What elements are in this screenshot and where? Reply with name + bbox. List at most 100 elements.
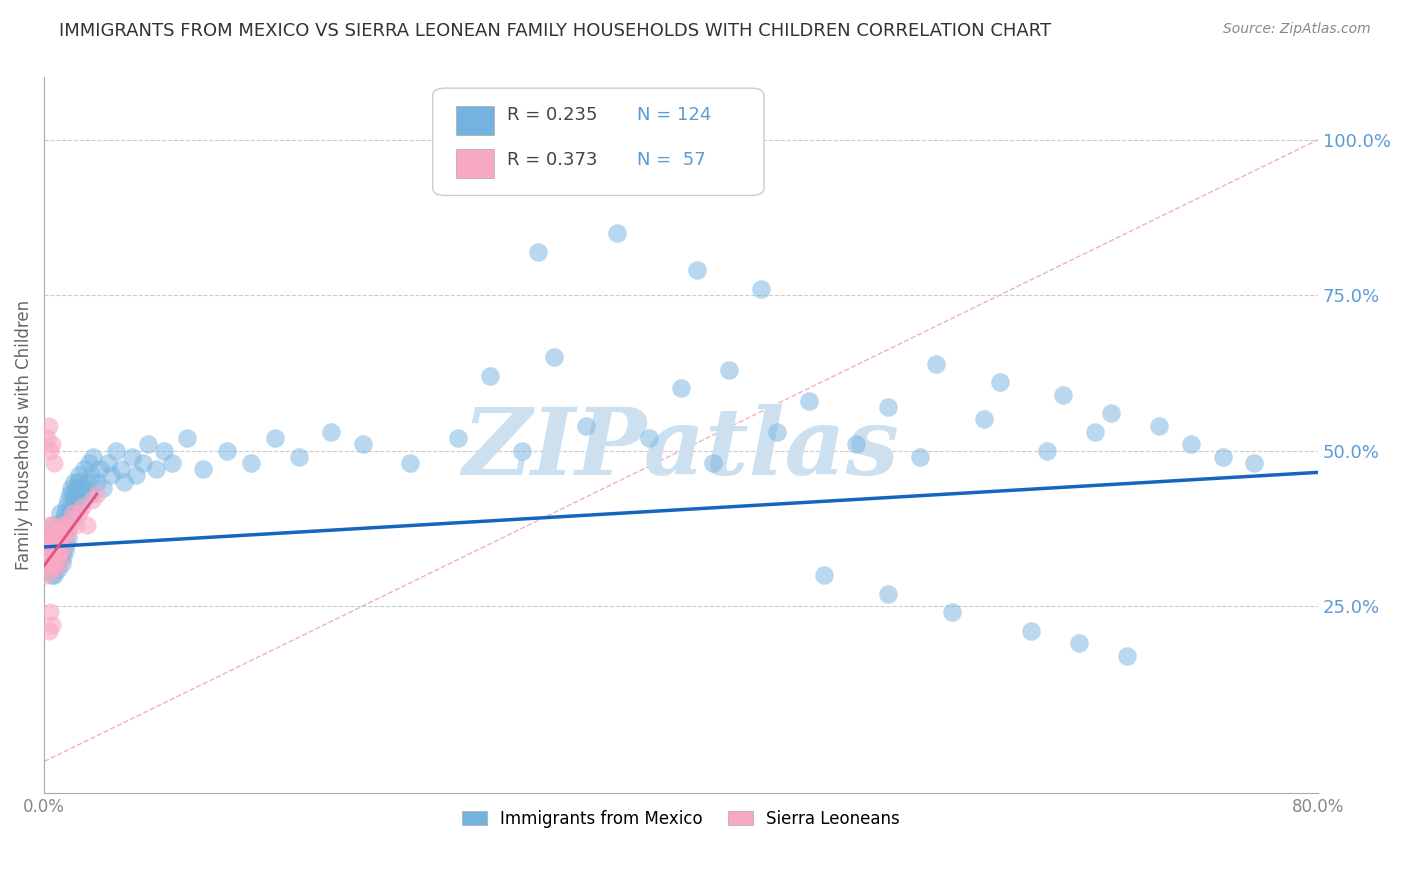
Point <box>76 475 98 489</box>
Point <box>39 531 62 545</box>
Point <box>53 524 76 539</box>
Point <box>749 282 772 296</box>
Point <box>41 518 63 533</box>
Point <box>48 562 70 576</box>
Point <box>55 518 77 533</box>
Point <box>41 537 63 551</box>
Point <box>110 462 132 476</box>
Point <box>44 556 66 570</box>
Point <box>39 543 62 558</box>
Point <box>55 518 77 533</box>
Point <box>319 425 342 439</box>
Point <box>145 462 167 476</box>
Point <box>67 506 90 520</box>
Point <box>42 549 65 564</box>
Point <box>39 531 62 545</box>
Point <box>77 456 100 470</box>
Point <box>121 450 143 464</box>
Point <box>49 543 72 558</box>
Point <box>62 506 84 520</box>
Point <box>45 537 67 551</box>
Point <box>42 549 65 564</box>
Point <box>845 437 868 451</box>
Point <box>91 481 114 495</box>
Point <box>510 443 533 458</box>
Point <box>152 443 174 458</box>
Point <box>39 562 62 576</box>
Point <box>42 518 65 533</box>
Point <box>53 506 76 520</box>
Point <box>41 556 63 570</box>
Point <box>60 481 83 495</box>
Point <box>58 518 80 533</box>
Point <box>58 487 80 501</box>
Point <box>72 487 94 501</box>
Point <box>41 549 63 564</box>
Point <box>39 562 62 576</box>
Point <box>41 617 63 632</box>
Point <box>82 450 104 464</box>
Point <box>1021 624 1043 638</box>
Point <box>41 543 63 558</box>
Point <box>908 450 931 464</box>
Point <box>1147 418 1170 433</box>
Text: IMMIGRANTS FROM MEXICO VS SIERRA LEONEAN FAMILY HOUSEHOLDS WITH CHILDREN CORRELA: IMMIGRANTS FROM MEXICO VS SIERRA LEONEAN… <box>59 22 1052 40</box>
Point <box>51 531 73 545</box>
Point <box>1052 387 1074 401</box>
Point <box>41 537 63 551</box>
Point <box>100 468 122 483</box>
Point <box>37 431 59 445</box>
Point <box>58 506 80 520</box>
Point <box>160 456 183 470</box>
Point <box>38 537 60 551</box>
Text: ZIPatlas: ZIPatlas <box>463 404 900 494</box>
Point <box>52 518 75 533</box>
Point <box>45 518 67 533</box>
Point <box>49 531 72 545</box>
Point <box>288 450 311 464</box>
Legend: Immigrants from Mexico, Sierra Leoneans: Immigrants from Mexico, Sierra Leoneans <box>456 803 907 834</box>
Point <box>717 363 740 377</box>
Point <box>176 431 198 445</box>
Point <box>48 531 70 545</box>
Point <box>86 475 108 489</box>
Point <box>606 226 628 240</box>
Text: R = 0.235: R = 0.235 <box>506 106 598 124</box>
Point <box>1180 437 1202 451</box>
Point <box>49 518 72 533</box>
Point <box>89 462 111 476</box>
Point <box>38 537 60 551</box>
Point <box>1212 450 1234 464</box>
Point <box>42 456 65 470</box>
Point <box>76 518 98 533</box>
Point <box>52 531 75 545</box>
Point <box>193 462 215 476</box>
Point <box>63 475 86 489</box>
Point <box>44 543 66 558</box>
Point <box>1116 648 1139 663</box>
Point <box>1069 636 1091 650</box>
Point <box>73 462 96 476</box>
Point <box>1036 443 1059 458</box>
Point <box>941 605 963 619</box>
Point <box>1243 456 1265 470</box>
Point <box>55 537 77 551</box>
Point <box>38 524 60 539</box>
Point <box>39 605 62 619</box>
Point <box>53 543 76 558</box>
Point <box>877 587 900 601</box>
Point <box>813 568 835 582</box>
Point <box>80 468 103 483</box>
Point <box>62 487 84 501</box>
Point <box>39 518 62 533</box>
Point <box>65 500 87 514</box>
Point <box>35 537 58 551</box>
Point <box>56 512 79 526</box>
Point <box>41 437 63 451</box>
Point <box>38 556 60 570</box>
Point <box>574 418 596 433</box>
Point <box>51 556 73 570</box>
Point <box>1099 406 1122 420</box>
Point <box>132 456 155 470</box>
Point <box>877 400 900 414</box>
